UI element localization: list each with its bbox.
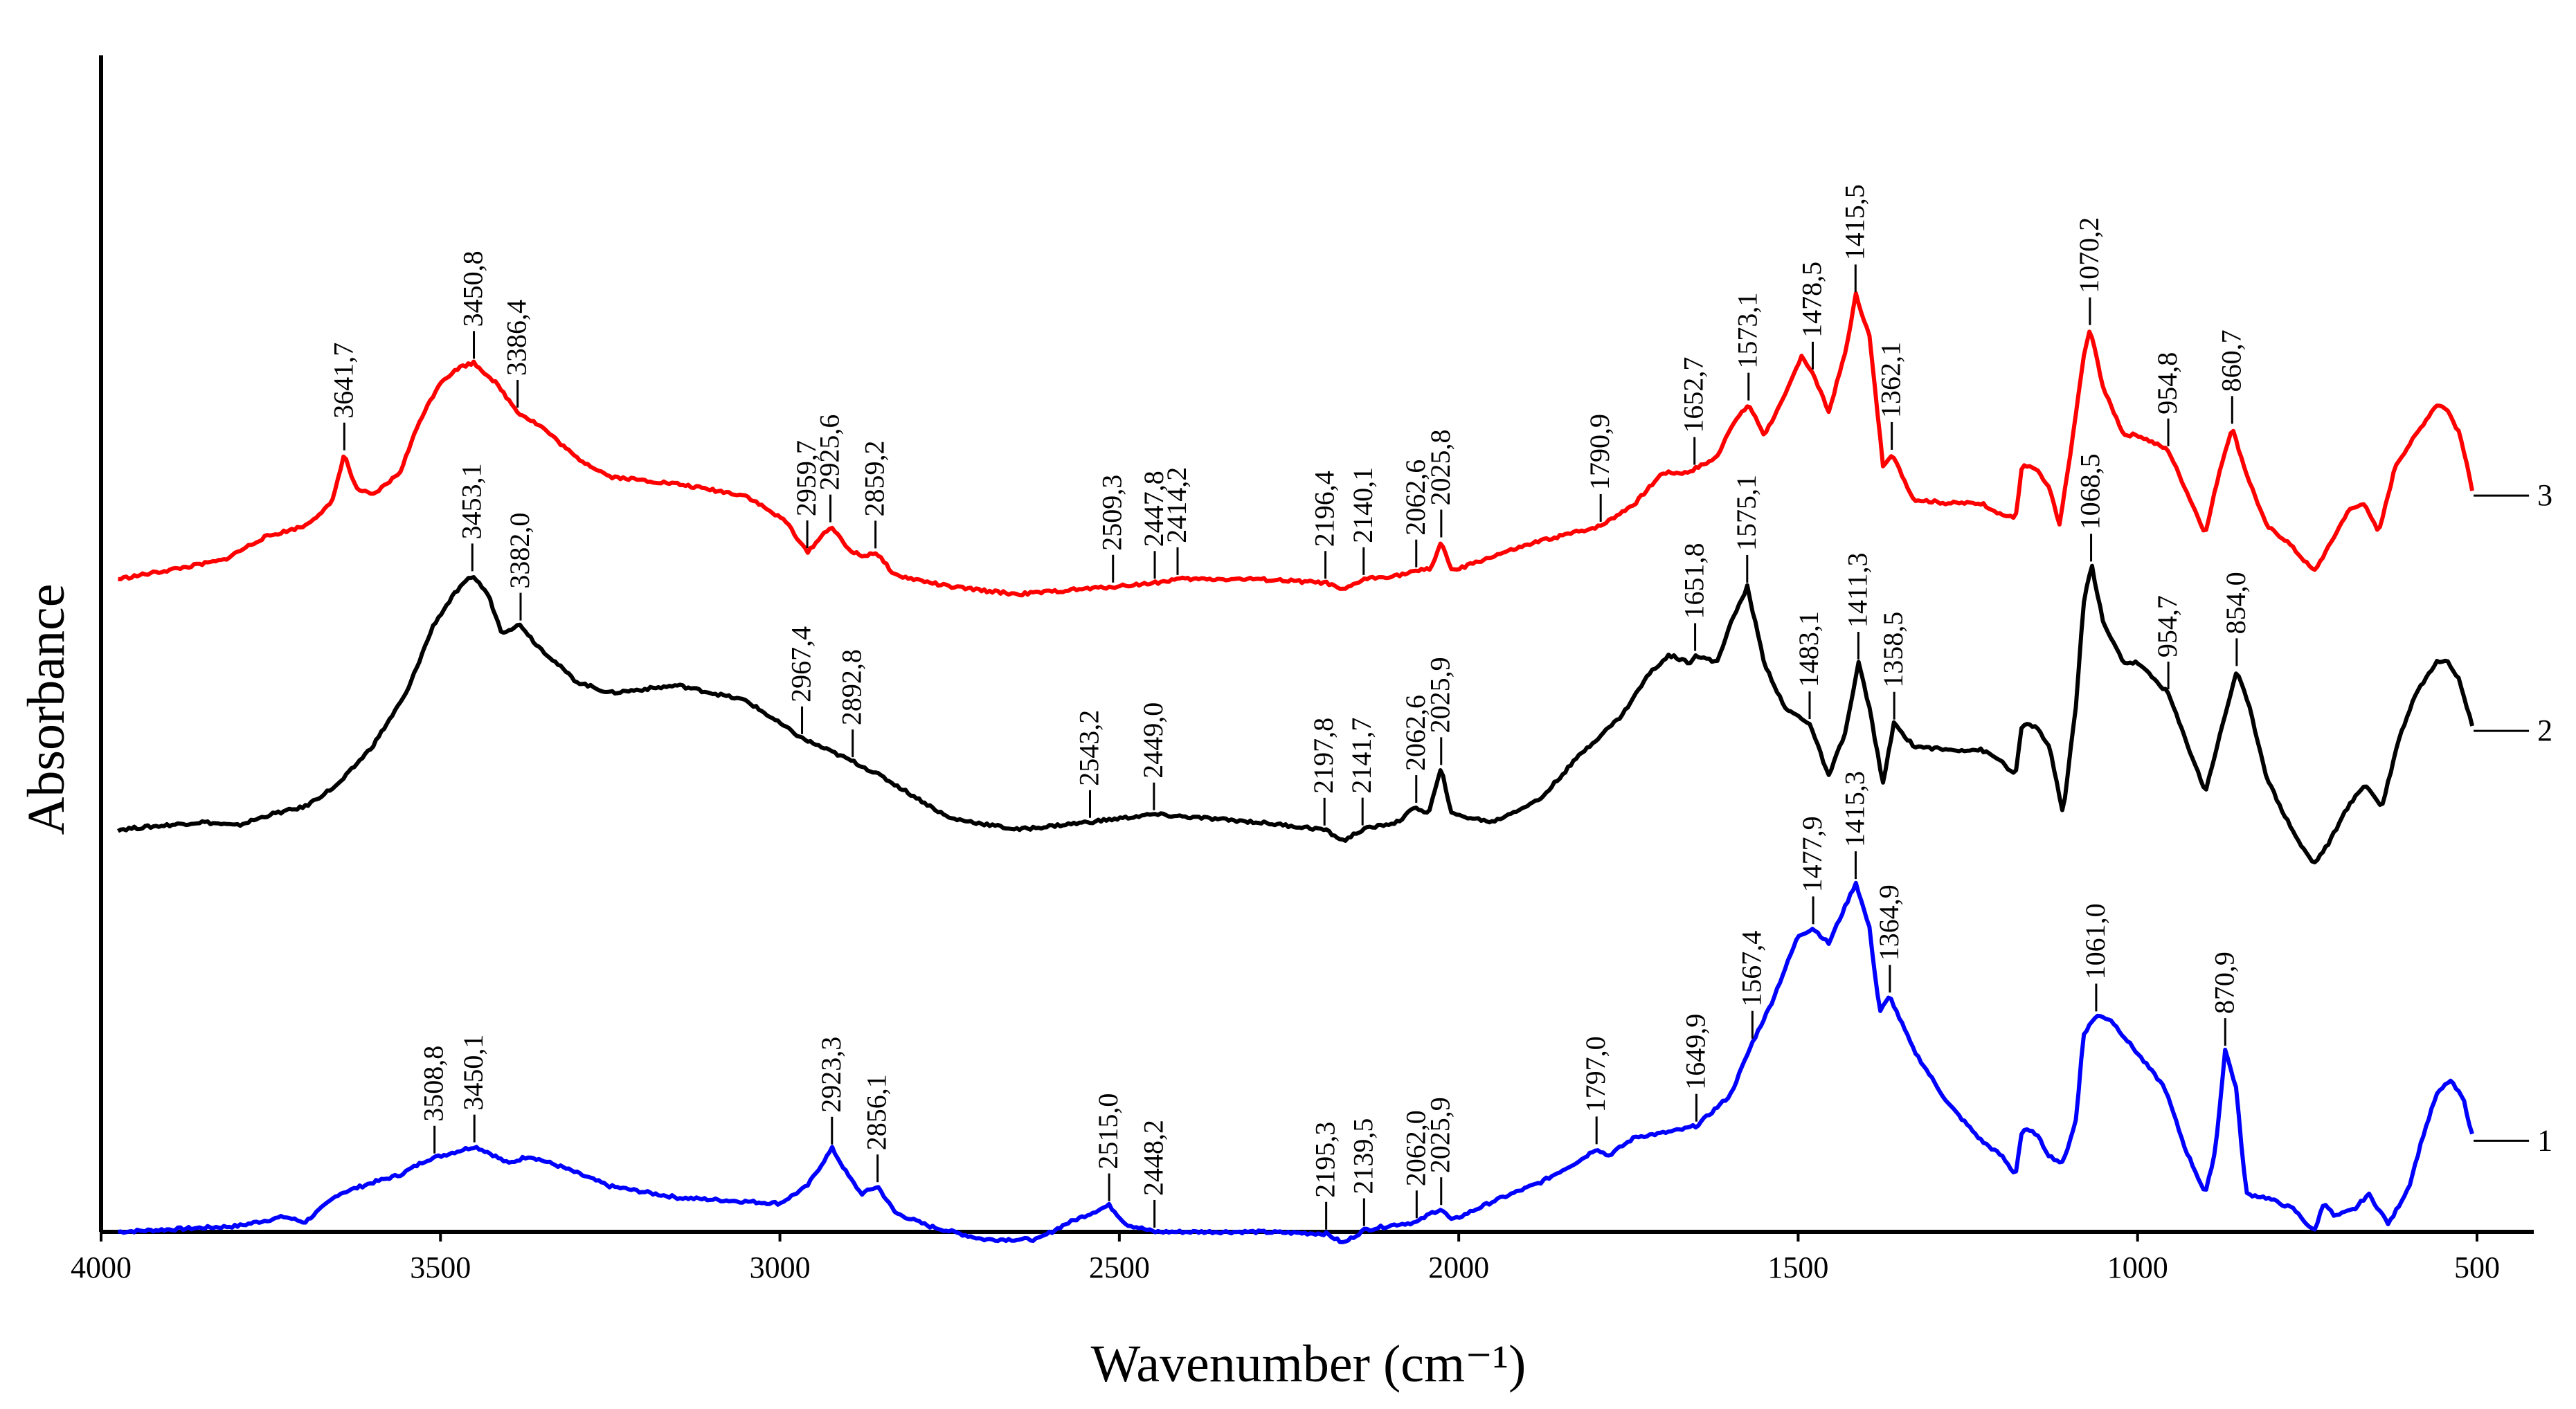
y-axis-title: Absorbance <box>17 584 75 835</box>
x-tick-label-3000: 3000 <box>750 1251 811 1284</box>
peak-label-2-16: 954,7 <box>2152 595 2183 657</box>
peak-label-3-18: 1362,1 <box>1875 342 1907 418</box>
peak-label-3-12: 2025,8 <box>1425 429 1456 505</box>
x-tick-label-1000: 1000 <box>2107 1251 2168 1284</box>
peak-label-2-4: 2543,2 <box>1073 710 1104 786</box>
peak-label-2-14: 1358,5 <box>1877 612 1909 688</box>
series-line-3 <box>118 291 2475 598</box>
peak-label-2-10: 1651,8 <box>1679 543 1710 619</box>
peak-label-1-6: 2195,3 <box>1310 1122 1341 1198</box>
peak-label-3-10: 2140,1 <box>1347 467 1378 543</box>
series-line-1 <box>118 880 2474 1244</box>
peak-label-1-7: 2139,5 <box>1347 1118 1378 1194</box>
peak-label-1-3: 2856,1 <box>861 1074 892 1150</box>
series-label-1: 1 <box>2537 1123 2552 1157</box>
x-tick-label-2000: 2000 <box>1428 1251 1489 1284</box>
x-tick-label-1500: 1500 <box>1767 1251 1828 1284</box>
peak-label-3-2: 3386,4 <box>501 300 532 376</box>
peak-label-2-0: 3453,1 <box>456 463 487 539</box>
peak-label-2-2: 2967,4 <box>786 626 817 702</box>
peak-label-1-16: 1061,0 <box>2080 903 2111 979</box>
peak-label-1-10: 1797,0 <box>1580 1036 1611 1112</box>
peak-label-1-11: 1649,9 <box>1679 1014 1711 1090</box>
peak-label-1-0: 3508,8 <box>418 1046 449 1122</box>
axes-layer: 4000 3500 3000 2500 2000 1500 1000 500 Absorban… <box>17 55 2534 1393</box>
peak-label-2-5: 2449,0 <box>1137 702 1169 779</box>
peak-label-3-11: 2062,6 <box>1400 460 1431 536</box>
series-label-3: 3 <box>2537 478 2552 512</box>
peak-label-3-9: 2196,4 <box>1309 471 1340 547</box>
peak-label-2-1: 3382,0 <box>504 513 535 589</box>
peak-label-1-5: 2448,2 <box>1138 1120 1169 1196</box>
peak-label-2-11: 1575,1 <box>1731 475 1762 551</box>
peak-label-2-6: 2197,8 <box>1308 718 1339 794</box>
peak-label-2-13: 1411,3 <box>1841 552 1873 628</box>
series-2: 2 3453,1 3382,0 2967,4 2892,8 2543,2 2449,0 219… <box>117 453 2552 864</box>
peak-label-1-14: 1415,3 <box>1839 771 1870 847</box>
series-1: 1 3508,8 3450,1 2923,3 2856,1 2515,0 2448,2 219… <box>118 771 2552 1244</box>
peak-label-2-12: 1483,1 <box>1793 611 1824 687</box>
peak-label-3-13: 1790,9 <box>1584 414 1615 490</box>
peak-label-1-2: 2923,3 <box>816 1037 847 1113</box>
peak-label-1-4: 2515,0 <box>1092 1093 1124 1170</box>
series-layer: 1 3508,8 3450,1 2923,3 2856,1 2515,0 2448,2 219… <box>117 184 2552 1244</box>
peak-label-1-12: 1567,4 <box>1736 931 1767 1007</box>
series-label-2: 2 <box>2537 713 2552 747</box>
peak-label-1-8: 2062,0 <box>1400 1110 1431 1186</box>
peak-label-1-13: 1477,9 <box>1796 816 1828 892</box>
peak-label-3-8: 2414,2 <box>1161 467 1192 543</box>
peak-label-1-17: 870,9 <box>2208 952 2240 1014</box>
peak-label-3-7: 2447,8 <box>1138 471 1169 547</box>
peak-label-1-9: 2025,9 <box>1425 1097 1456 1173</box>
x-tick-label-500: 500 <box>2454 1251 2500 1284</box>
peak-label-3-16: 1478,5 <box>1796 262 1828 338</box>
peak-label-3-1: 3450,8 <box>458 251 489 327</box>
peak-label-3-20: 954,8 <box>2152 352 2183 415</box>
peak-label-2-17: 854,0 <box>2220 572 2251 634</box>
x-tick-label-4000: 4000 <box>71 1251 132 1284</box>
peak-label-1-1: 3450,1 <box>458 1035 489 1111</box>
series-line-2 <box>117 563 2475 864</box>
x-tick-label-3500: 3500 <box>410 1251 471 1284</box>
x-tick-label-2500: 2500 <box>1089 1251 1150 1284</box>
peak-label-3-14: 1652,7 <box>1678 357 1709 433</box>
peak-label-3-19: 1070,2 <box>2073 217 2105 293</box>
peak-label-3-3: 2959,7 <box>791 440 822 516</box>
x-axis-title: Wavenumber (cm⁻¹) <box>1091 1335 1526 1393</box>
peak-label-2-7: 2141,7 <box>1346 718 1377 794</box>
peak-label-3-6: 2509,3 <box>1097 475 1128 551</box>
peak-label-3-5: 2859,2 <box>859 440 890 516</box>
peak-label-1-15: 1364,9 <box>1873 884 1904 961</box>
peak-label-2-9: 2025,9 <box>1425 657 1456 733</box>
peak-label-2-3: 2892,8 <box>836 649 867 725</box>
peak-label-3-17: 1415,5 <box>1839 184 1870 260</box>
peak-label-2-15: 1068,5 <box>2075 453 2106 529</box>
peak-label-3-0: 3641,7 <box>327 343 359 419</box>
peak-label-2-8: 2062,6 <box>1400 695 1431 771</box>
peak-label-3-21: 860,7 <box>2215 329 2246 392</box>
x-ticks: 4000 3500 3000 2500 2000 1500 1000 500 <box>71 1232 2500 1284</box>
peak-label-3-15: 1573,1 <box>1732 293 1763 369</box>
peak-label-3-4: 2925,6 <box>814 415 845 491</box>
